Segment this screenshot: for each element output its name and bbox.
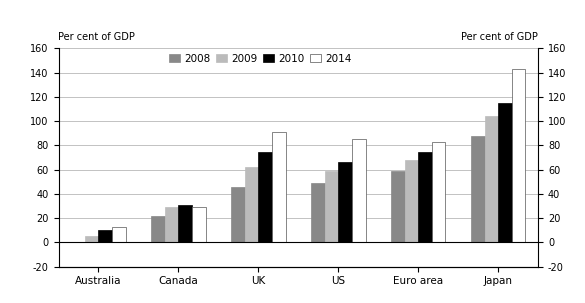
Bar bbox=[98, 230, 112, 242]
Bar bbox=[325, 171, 338, 242]
Bar bbox=[192, 207, 205, 242]
Bar bbox=[471, 136, 484, 242]
Bar bbox=[272, 132, 285, 242]
Legend: 2008, 2009, 2010, 2014: 2008, 2009, 2010, 2014 bbox=[169, 54, 352, 64]
Bar bbox=[512, 69, 525, 242]
Bar bbox=[352, 139, 366, 242]
Bar bbox=[498, 103, 512, 242]
Bar bbox=[178, 205, 192, 242]
Bar bbox=[152, 216, 165, 242]
Bar bbox=[418, 152, 432, 242]
Bar bbox=[259, 152, 272, 242]
Bar bbox=[112, 227, 126, 242]
Text: Per cent of GDP: Per cent of GDP bbox=[462, 32, 538, 42]
Bar bbox=[311, 183, 325, 242]
Bar bbox=[85, 236, 98, 242]
Bar bbox=[405, 160, 418, 242]
Text: Per cent of GDP: Per cent of GDP bbox=[58, 32, 135, 42]
Bar bbox=[165, 207, 178, 242]
Bar bbox=[245, 167, 259, 242]
Bar bbox=[338, 162, 352, 242]
Bar bbox=[231, 187, 245, 242]
Bar bbox=[484, 116, 498, 242]
Bar bbox=[391, 171, 405, 242]
Bar bbox=[432, 142, 445, 242]
